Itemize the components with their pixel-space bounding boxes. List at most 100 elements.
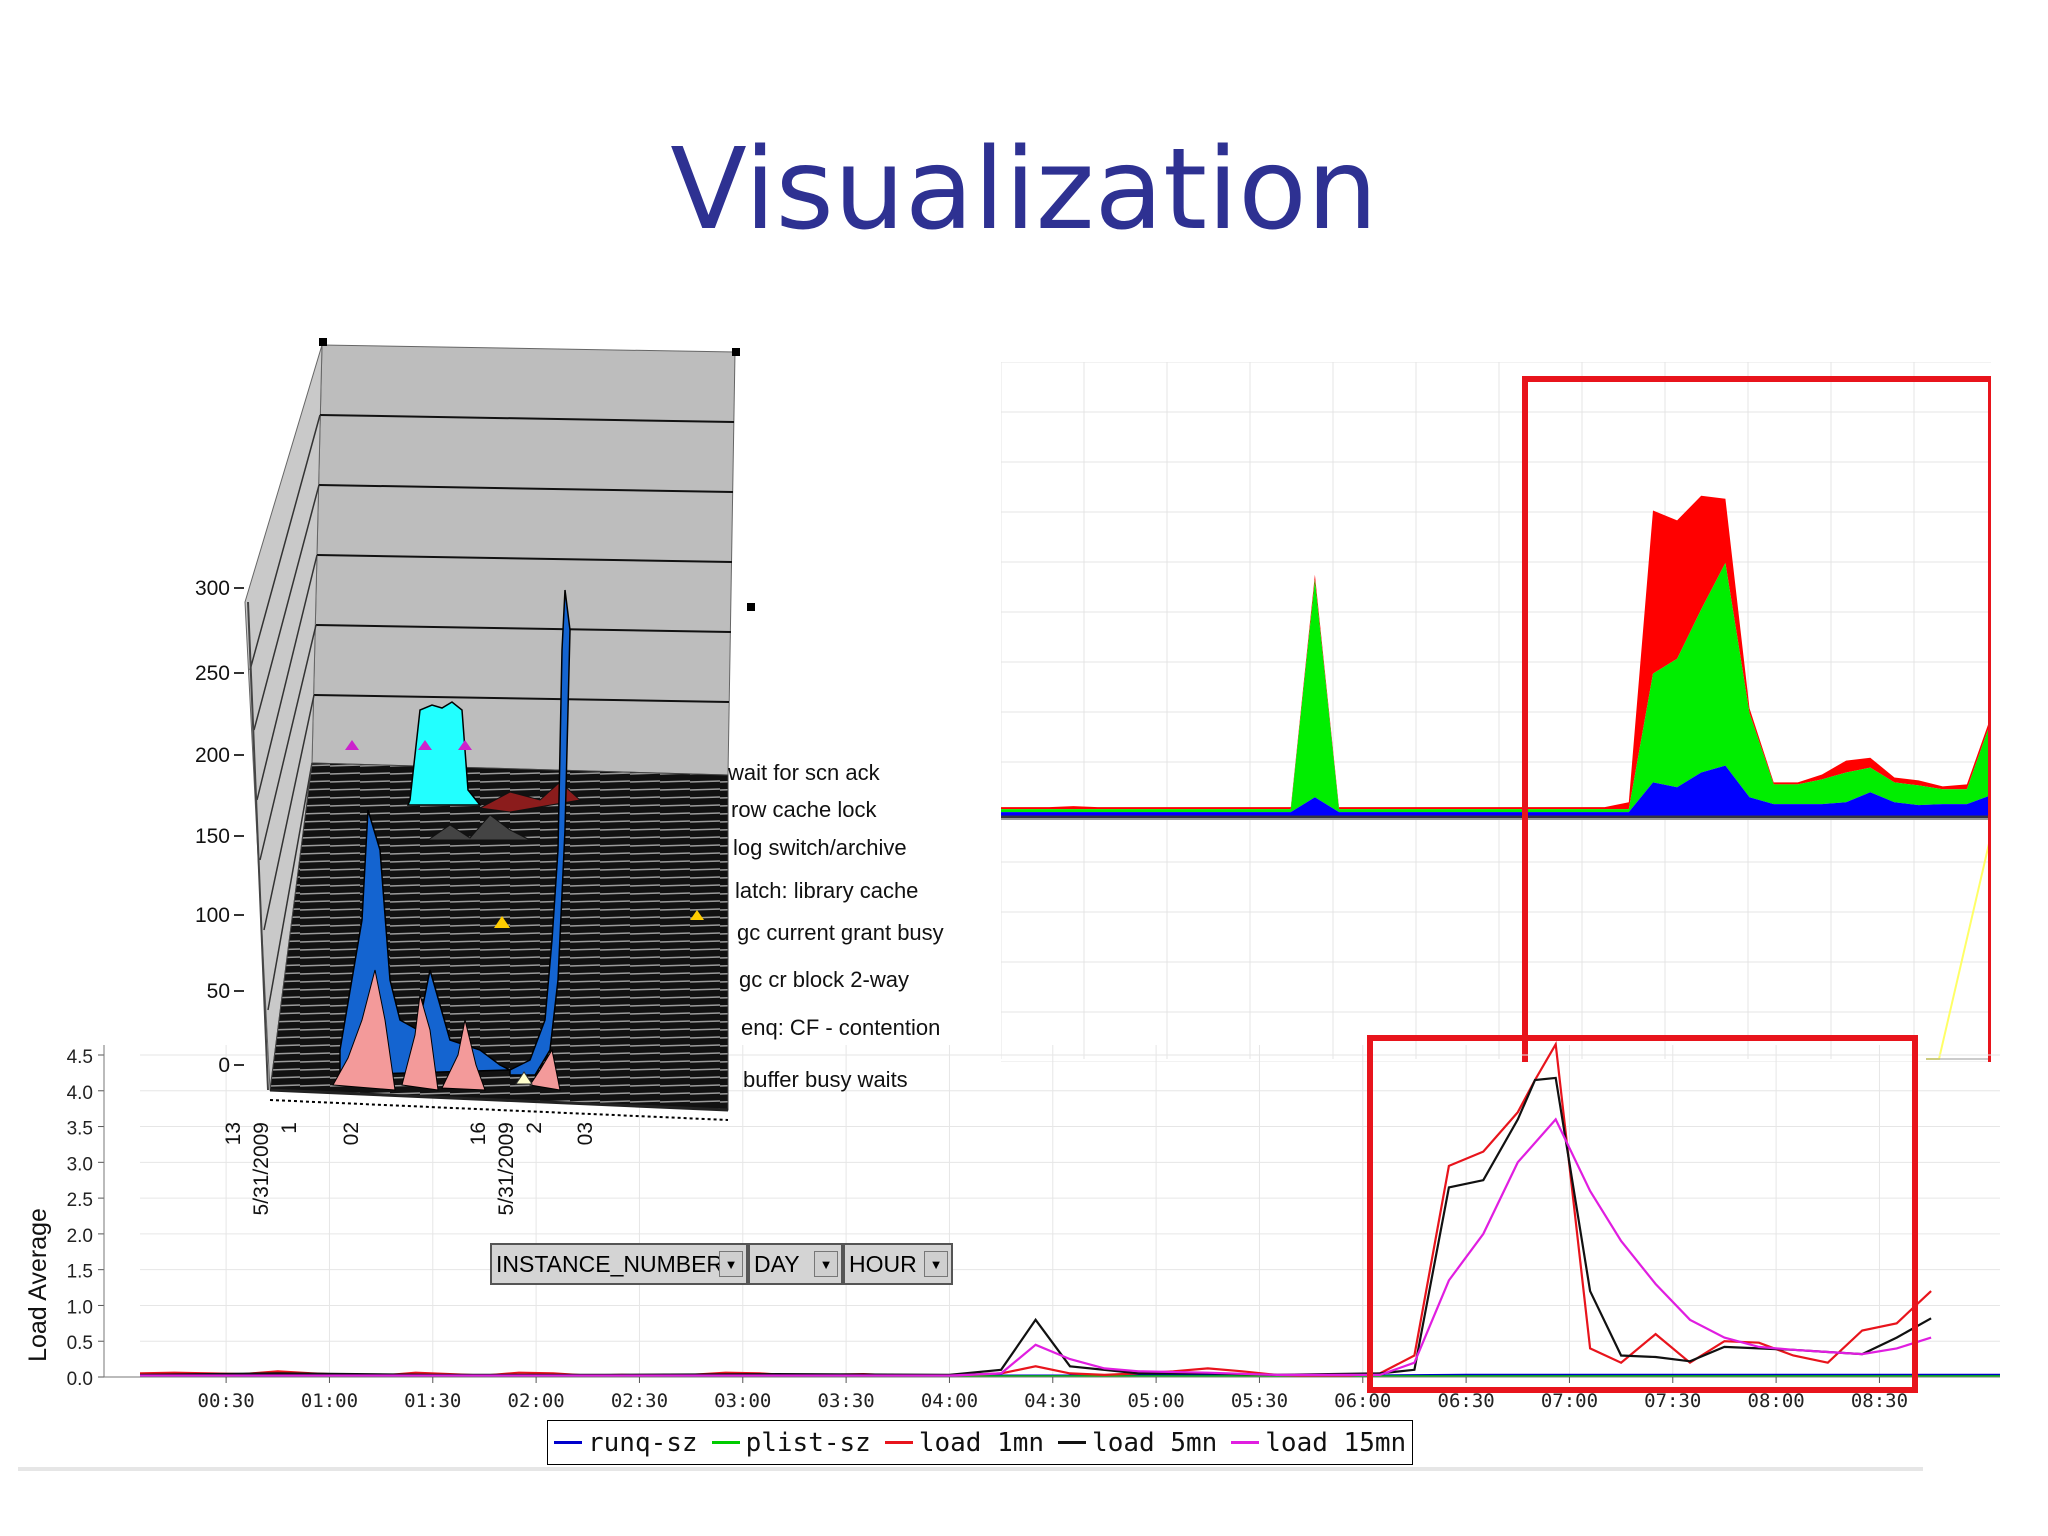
x-tick-label: 01:30 (404, 1390, 461, 1412)
pivot-hour[interactable]: HOUR ▼ (843, 1243, 953, 1285)
pink-series-d (529, 1048, 561, 1091)
load-x-ticks: 00:30 01:00 01:30 02:00 02:30 03:00 03:30 04:00… (198, 1377, 1908, 1412)
dropdown-arrow-icon[interactable]: ▼ (719, 1251, 743, 1277)
3d-wait-events-chart: 0 50 100 150 200 250 300 wait for scn ack row c… (195, 338, 944, 1215)
3d-series-label: wait for scn ack (727, 760, 881, 785)
x-tick-label: 02:00 (508, 1390, 565, 1412)
3d-y-tick-label: 50 (207, 980, 230, 1003)
pink-series-c (441, 1019, 486, 1091)
legend-label: runq-sz (588, 1427, 698, 1458)
series-line-load-15mn (140, 1117, 1932, 1377)
3d-y-tick-label: 200 (195, 744, 230, 767)
legend-swatch (1231, 1441, 1260, 1444)
x-tick-label: 04:30 (1024, 1390, 1081, 1412)
legend-item: load 1mn (884, 1427, 1045, 1458)
3d-series-label: row cache lock (731, 797, 878, 822)
marker-1 (345, 740, 359, 750)
legend-item: plist-sz (711, 1427, 871, 1458)
3d-y-tick-label: 100 (195, 904, 230, 927)
stacked-area-grid (1001, 362, 1991, 1062)
load-series-lines (139, 1040, 2000, 1378)
back-wall-gridlines (313, 414, 735, 703)
marker-white (515, 1071, 533, 1085)
3d-x-group-label: 16 (467, 1122, 490, 1145)
y-axis-line (247, 601, 269, 1091)
3d-series-label: buffer busy waits (743, 1067, 908, 1092)
3d-x-group-label: 1 (278, 1122, 301, 1134)
gray-series (426, 814, 531, 841)
3d-x-group-label: 13 (222, 1122, 245, 1145)
y-axis-label: Load Average (24, 1208, 52, 1362)
x-tick-label: 03:30 (818, 1390, 875, 1412)
legend-swatch (554, 1441, 582, 1444)
3d-series-label: enq: CF - contention (741, 1015, 940, 1040)
x-tick-label: 07:30 (1644, 1390, 1701, 1412)
y-tick-label: 3.5 (67, 1119, 93, 1140)
3d-y-tick-label: 250 (195, 662, 230, 685)
pivot-day[interactable]: DAY ▼ (748, 1243, 843, 1285)
y-tick-label: 1.5 (67, 1262, 93, 1283)
floor-front-edge (269, 1088, 729, 1112)
3d-x-group-labels: 13 5/31/2009 1 02 16 5/31/2009 2 03 (222, 1122, 597, 1215)
load-y-ticks: 0.0 0.5 1.0 1.5 2.0 2.5 3.0 3.5 4.0 4.5 (67, 1045, 2000, 1390)
x-tick-label: 00:30 (198, 1390, 255, 1412)
marker-3 (458, 740, 472, 750)
pivot-label: DAY (754, 1250, 800, 1277)
legend-label: plist-sz (745, 1427, 871, 1458)
load-average-chart: 0.0 0.5 1.0 1.5 2.0 2.5 3.0 3.5 4.0 4.5 00:30 01:0… (24, 1035, 2000, 1412)
x-tick-label: 07:00 (1541, 1390, 1598, 1412)
stacked-area-chart: 8:30 (1001, 362, 1991, 1062)
x-tick-label: 01:00 (301, 1390, 358, 1412)
y-tick-label: 3.0 (67, 1154, 93, 1175)
3d-x-group-label: 03 (574, 1122, 597, 1145)
legend-item: load 5mn (1058, 1428, 1217, 1458)
highlight-box-upper (1522, 376, 1991, 1062)
x-tick-label: 04:00 (921, 1390, 978, 1412)
3d-y-tick-label: 0 (218, 1054, 230, 1077)
dropdown-arrow-icon[interactable]: ▼ (814, 1251, 838, 1277)
3d-series-label: latch: library cache (735, 878, 918, 903)
3d-x-group-label: 5/31/2009 (495, 1122, 518, 1215)
pivot-label: HOUR (849, 1250, 917, 1277)
stacked-area-layer (1001, 495, 1991, 810)
pink-series-a (332, 969, 396, 1091)
y-tick-label: 2.0 (67, 1226, 93, 1247)
legend-item: runq-sz (554, 1428, 698, 1458)
pivot-instance-number[interactable]: INSTANCE_NUMBER ▼ (490, 1243, 748, 1285)
y-tick-label: 0.0 (67, 1369, 93, 1390)
side-wall-gridlines (249, 414, 321, 1011)
handle-tr (732, 348, 740, 356)
slide-bottom-rule (18, 1467, 1923, 1471)
3d-series-label: gc current grant busy (737, 920, 944, 945)
stacked-area-layer (1001, 765, 1991, 817)
y-tick-label: 4.5 (67, 1047, 93, 1068)
3d-series-legend: wait for scn ack row cache lock log switch… (727, 760, 944, 1092)
stacked-area-series (1001, 495, 1991, 819)
x-tick-label: 08:30 (1851, 1390, 1908, 1412)
3d-y-ticks: 0 50 100 150 200 250 300 (195, 577, 244, 1077)
slide-title: Visualization (670, 125, 1378, 255)
legend-label: load 1mn (918, 1427, 1045, 1458)
legend-label: load 5mn (1092, 1427, 1218, 1458)
stacked-area-layer (1001, 562, 1991, 813)
x-tick-label: 06:00 (1334, 1390, 1391, 1412)
legend-swatch (1058, 1441, 1087, 1444)
handle-r (747, 603, 755, 611)
marker-yellow (494, 916, 510, 928)
y-tick-label: 4.0 (67, 1083, 93, 1104)
3d-series-label: log switch/archive (733, 835, 907, 860)
floor (269, 762, 729, 1111)
x-tick-label: 03:00 (714, 1390, 771, 1412)
3d-x-group-label: 5/31/2009 (250, 1122, 273, 1215)
dropdown-arrow-icon[interactable]: ▼ (924, 1251, 948, 1277)
y-tick-label: 1.0 (67, 1297, 93, 1318)
legend-swatch (711, 1441, 740, 1444)
blue-series-spike-right (509, 589, 571, 1076)
marker-2 (418, 740, 432, 750)
3d-x-group-label: 2 (523, 1122, 546, 1134)
legend-label: load 15mn (1265, 1427, 1407, 1458)
x-tick-label: 08:00 (1748, 1390, 1805, 1412)
y-tick-label: 0.5 (67, 1333, 93, 1354)
cyan-series-peak (406, 701, 482, 806)
3d-series-label: gc cr block 2-way (739, 967, 909, 992)
